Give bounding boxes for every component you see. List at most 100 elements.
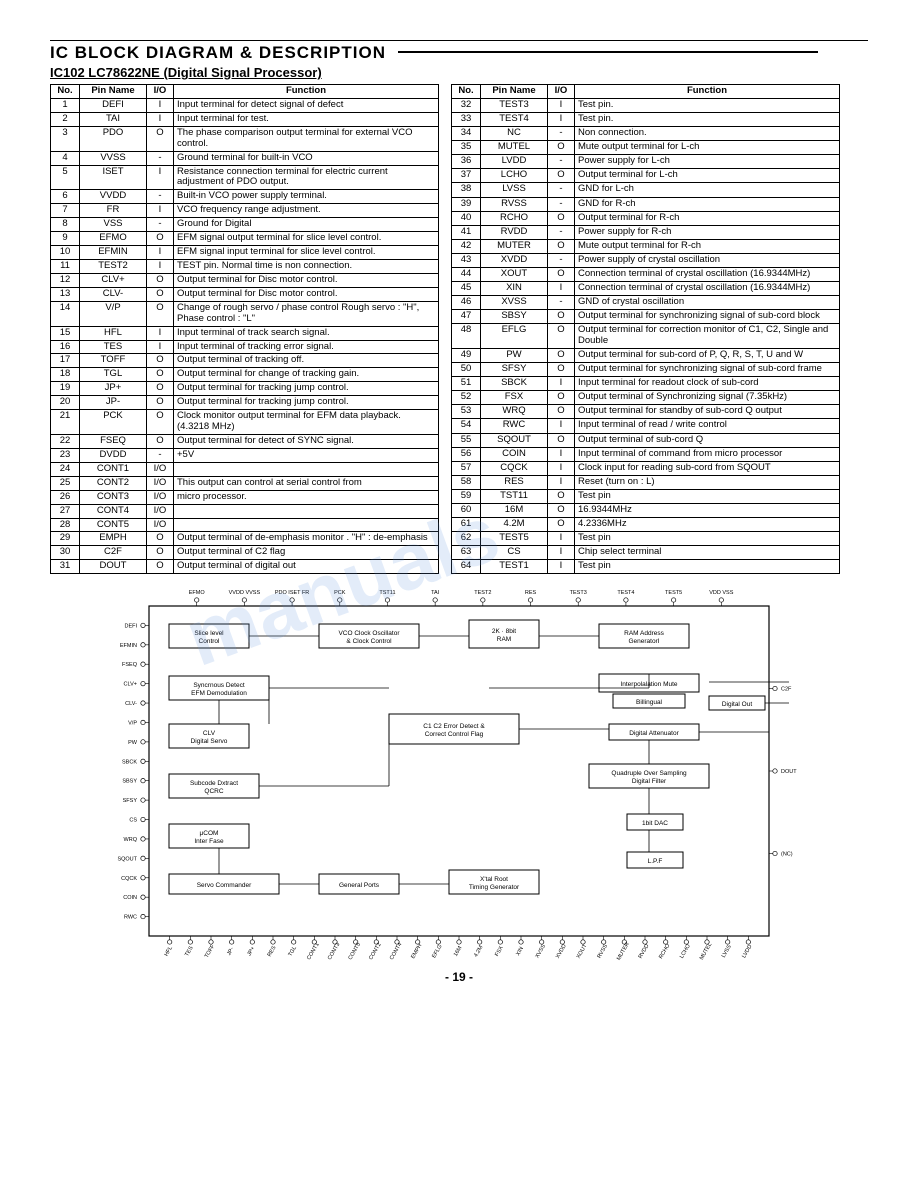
svg-text:Digital Out: Digital Out bbox=[722, 701, 753, 708]
svg-text:LCHO: LCHO bbox=[679, 943, 692, 960]
svg-text:μCOM: μCOM bbox=[200, 830, 219, 837]
table-row: 57 CQCK I Clock input for reading sub-co… bbox=[452, 461, 840, 475]
title-rule bbox=[398, 51, 818, 53]
svg-text:(NC): (NC) bbox=[781, 852, 793, 858]
table-row: 34 NC - Non connection. bbox=[452, 127, 840, 141]
svg-text:Syncrnous Detect: Syncrnous Detect bbox=[193, 682, 244, 689]
svg-text:Digital Servo: Digital Servo bbox=[191, 738, 228, 745]
svg-text:CONT4: CONT4 bbox=[389, 942, 404, 961]
table-row: 31 DOUT O Output terminal of digital out bbox=[51, 560, 439, 574]
svg-text:TEST4: TEST4 bbox=[617, 590, 634, 596]
svg-text:2K · 8bit: 2K · 8bit bbox=[492, 628, 516, 635]
table-row: 63 CS I Chip select terminal bbox=[452, 546, 840, 560]
svg-text:CQCK: CQCK bbox=[121, 876, 137, 882]
svg-text:CS: CS bbox=[129, 818, 137, 824]
svg-text:EFMO: EFMO bbox=[189, 590, 206, 596]
svg-text:WRQ: WRQ bbox=[124, 837, 138, 843]
table-row: 12 CLV+ O Output terminal for Disc motor… bbox=[51, 273, 439, 287]
table-row: 46 XVSS - GND of crystal oscillation bbox=[452, 295, 840, 309]
svg-text:DEFI: DEFI bbox=[124, 624, 137, 630]
table-row: 39 RVSS - GND for R-ch bbox=[452, 197, 840, 211]
svg-text:X'tal Root: X'tal Root bbox=[480, 876, 508, 883]
table-row: 17 TOFF O Output terminal of tracking of… bbox=[51, 354, 439, 368]
table-row: 61 4.2M O 4.2336MHz bbox=[452, 517, 840, 531]
svg-text:QCRC: QCRC bbox=[204, 788, 223, 795]
svg-text:TES: TES bbox=[184, 945, 195, 958]
svg-text:CONT5: CONT5 bbox=[348, 942, 363, 961]
svg-text:RES: RES bbox=[267, 945, 278, 958]
table-row: 43 XVDD - Power supply of crystal oscill… bbox=[452, 253, 840, 267]
table-row: 42 MUTER O Mute output terminal for R-ch bbox=[452, 239, 840, 253]
svg-text:TEST2: TEST2 bbox=[474, 590, 491, 596]
table-row: 1 DEFI I Input terminal for detect signa… bbox=[51, 98, 439, 112]
svg-text:C1 C2 Error Detect &: C1 C2 Error Detect & bbox=[423, 723, 485, 730]
svg-text:HFL: HFL bbox=[164, 946, 174, 958]
table-row: 41 RVDD - Power supply for R-ch bbox=[452, 225, 840, 239]
table-row: 9 EFMO O EFM signal output terminal for … bbox=[51, 232, 439, 246]
svg-text:Quadruple Over Sampling: Quadruple Over Sampling bbox=[611, 770, 687, 777]
svg-text:VCO Clock Oscillator: VCO Clock Oscillator bbox=[338, 630, 400, 637]
table-row: 21 PCK O Clock monitor output terminal f… bbox=[51, 410, 439, 435]
svg-text:GeneratorI: GeneratorI bbox=[628, 638, 659, 645]
table-row: 26 CONT3 I/O micro processor. bbox=[51, 490, 439, 504]
svg-text:SFSY: SFSY bbox=[123, 798, 138, 804]
table-row: 54 RWC I Input terminal of read / write … bbox=[452, 419, 840, 433]
pin-table-left: No.Pin NameI/OFunction 1 DEFI I Input te… bbox=[50, 84, 439, 574]
svg-text:RCHO: RCHO bbox=[658, 943, 672, 961]
svg-text:JP+: JP+ bbox=[246, 946, 256, 957]
table-row: 11 TEST2 I TEST pin. Normal time is non … bbox=[51, 259, 439, 273]
svg-text:TAI: TAI bbox=[431, 590, 440, 596]
svg-text:Subcode Dxtract: Subcode Dxtract bbox=[190, 780, 238, 787]
table-row: 16 TES I Input terminal of tracking erro… bbox=[51, 340, 439, 354]
table-row: 18 TGL O Output terminal for change of t… bbox=[51, 368, 439, 382]
svg-text:RWC: RWC bbox=[124, 915, 137, 921]
table-row: 2 TAI I Input terminal for test. bbox=[51, 112, 439, 126]
table-row: 6 VVDD - Built-in VCO power supply termi… bbox=[51, 190, 439, 204]
svg-text:EMPH: EMPH bbox=[410, 943, 423, 960]
svg-text:C2F: C2F bbox=[781, 687, 792, 693]
svg-text:EFM Demodulation: EFM Demodulation bbox=[191, 690, 247, 697]
svg-text:FSEQ: FSEQ bbox=[122, 662, 138, 668]
svg-text:PDO ISET FR: PDO ISET FR bbox=[275, 590, 309, 596]
svg-text:Timing Generator: Timing Generator bbox=[469, 884, 520, 891]
table-row: 49 PW O Output terminal for sub-cord of … bbox=[452, 349, 840, 363]
svg-text:RVDD: RVDD bbox=[638, 943, 651, 959]
svg-text:RES: RES bbox=[525, 590, 537, 596]
table-row: 23 DVDD - +5V bbox=[51, 448, 439, 462]
svg-text:LVSS: LVSS bbox=[721, 944, 733, 959]
svg-text:TEST3: TEST3 bbox=[570, 590, 587, 596]
table-row: 3 PDO O The phase comparison output term… bbox=[51, 126, 439, 151]
svg-text:Control: Control bbox=[199, 638, 221, 645]
svg-text:EFLG: EFLG bbox=[431, 944, 443, 959]
svg-text:CONT2: CONT2 bbox=[368, 942, 383, 961]
table-row: 15 HFL I Input terminal of track search … bbox=[51, 326, 439, 340]
svg-text:General Ports: General Ports bbox=[339, 882, 380, 889]
table-row: 40 RCHO O Output terminal for R-ch bbox=[452, 211, 840, 225]
svg-text:Slice level: Slice level bbox=[194, 630, 224, 637]
svg-text:XVDD: XVDD bbox=[555, 944, 568, 960]
table-row: 53 WRQ O Output terminal for standby of … bbox=[452, 405, 840, 419]
table-row: 32 TEST3 I Test pin. bbox=[452, 99, 840, 113]
svg-text:RAM Address: RAM Address bbox=[624, 630, 664, 637]
svg-text:CONT1: CONT1 bbox=[306, 942, 321, 961]
svg-text:16M: 16M bbox=[453, 945, 464, 958]
table-row: 35 MUTEL O Mute output terminal for L-ch bbox=[452, 141, 840, 155]
svg-text:VDD VSS: VDD VSS bbox=[709, 590, 733, 596]
pin-table-right: No.Pin NameI/OFunction 32 TEST3 I Test p… bbox=[451, 84, 840, 574]
table-row: 36 LVDD - Power supply for L-ch bbox=[452, 155, 840, 169]
svg-text:4.2M: 4.2M bbox=[473, 945, 485, 959]
table-row: 14 V/P O Change of rough servo / phase c… bbox=[51, 301, 439, 326]
table-row: 29 EMPH O Output terminal of de-emphasis… bbox=[51, 532, 439, 546]
page-subtitle: IC102 LC78622NE (Digital Signal Processo… bbox=[50, 65, 868, 80]
table-row: 4 VVSS - Ground terminal for built-in VC… bbox=[51, 151, 439, 165]
svg-text:SQOUT: SQOUT bbox=[117, 857, 137, 863]
table-row: 64 TEST1 I Test pin bbox=[452, 560, 840, 574]
table-row: 19 JP+ O Output terminal for tracking ju… bbox=[51, 382, 439, 396]
table-row: 33 TEST4 I Test pin. bbox=[452, 113, 840, 127]
svg-text:& Clock Control: & Clock Control bbox=[346, 638, 392, 645]
table-row: 56 COIN I Input terminal of command from… bbox=[452, 447, 840, 461]
table-row: 60 16M O 16.9344MHz bbox=[452, 503, 840, 517]
table-row: 52 FSX O Output terminal of Synchronizin… bbox=[452, 391, 840, 405]
table-row: 7 FR I VCO frequency range adjustment. bbox=[51, 204, 439, 218]
table-row: 38 LVSS - GND for L-ch bbox=[452, 183, 840, 197]
